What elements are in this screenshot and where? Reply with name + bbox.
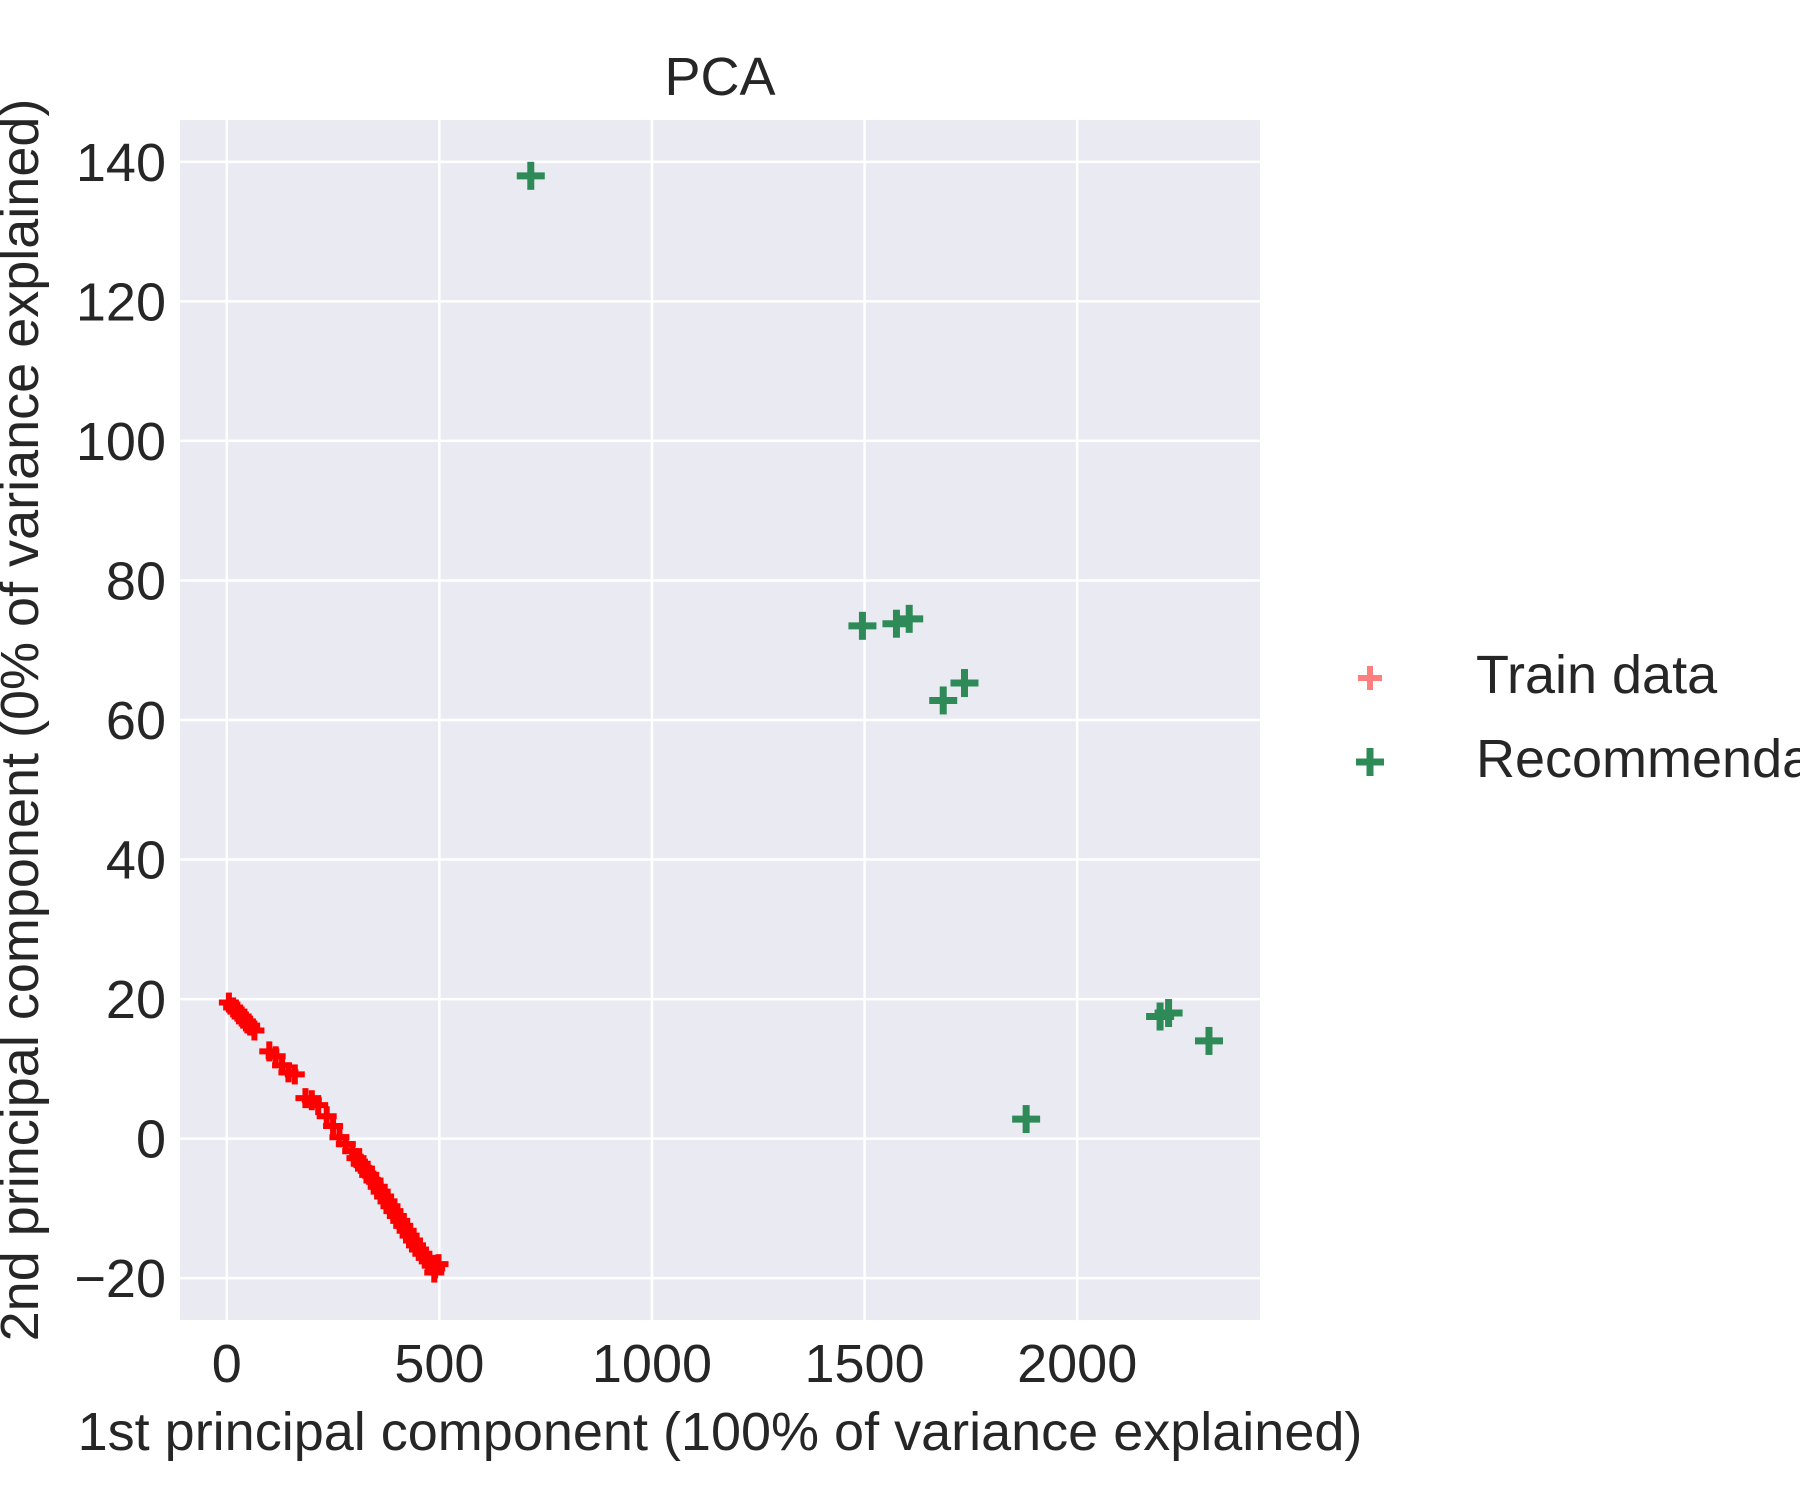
legend-label-recommendations: Recommendations — [1476, 729, 1800, 789]
legend-marker-icon — [1358, 666, 1382, 690]
y-tick-label: 140 — [76, 133, 166, 193]
scatter-points — [218, 161, 1223, 1283]
y-tick-label: 80 — [106, 551, 166, 611]
y-tick-labels: −20 0 20 40 60 80 100 120 140 — [74, 133, 166, 1309]
y-tick-label: 40 — [106, 831, 166, 891]
y-tick-label: −20 — [74, 1249, 166, 1309]
legend-marker-train — [1358, 666, 1382, 690]
recommendation-point — [516, 161, 545, 190]
train-data-point — [284, 1064, 305, 1085]
recommendation-point — [950, 669, 979, 698]
train-data-point — [424, 1262, 445, 1283]
recommendation-point — [895, 604, 924, 633]
recommendation-point — [929, 686, 958, 715]
x-tick-labels: 0 500 1000 1500 2000 — [212, 1334, 1137, 1394]
y-tick-label: 60 — [106, 691, 166, 751]
recommendation-point — [1012, 1105, 1041, 1134]
train-data-point — [308, 1095, 329, 1116]
y-tick-label: 0 — [136, 1110, 166, 1170]
recommendation-point — [848, 611, 877, 640]
x-tick-label: 2000 — [1017, 1334, 1137, 1394]
recommendation-point — [1194, 1026, 1223, 1055]
chart-title: PCA — [664, 47, 775, 107]
x-tick-label: 1500 — [804, 1334, 924, 1394]
y-tick-label: 120 — [76, 272, 166, 332]
train-data-point — [323, 1116, 344, 1137]
legend-marker-recommendations — [1356, 748, 1384, 776]
x-tick-label: 1000 — [592, 1334, 712, 1394]
x-axis-label: 1st principal component (100% of varianc… — [78, 1402, 1363, 1462]
grid-lines — [180, 120, 1260, 1320]
train-data-point — [244, 1020, 265, 1041]
legend: Train data Recommendations — [1356, 645, 1800, 789]
x-tick-label: 500 — [394, 1334, 484, 1394]
y-axis-label: 2nd principal component (0% of variance … — [0, 99, 50, 1342]
x-tick-label: 0 — [212, 1334, 242, 1394]
legend-marker-icon — [1356, 748, 1384, 776]
recommendation-point — [1154, 999, 1183, 1028]
legend-label-train: Train data — [1476, 645, 1718, 705]
y-tick-label: 20 — [106, 970, 166, 1030]
y-tick-label: 100 — [76, 412, 166, 472]
